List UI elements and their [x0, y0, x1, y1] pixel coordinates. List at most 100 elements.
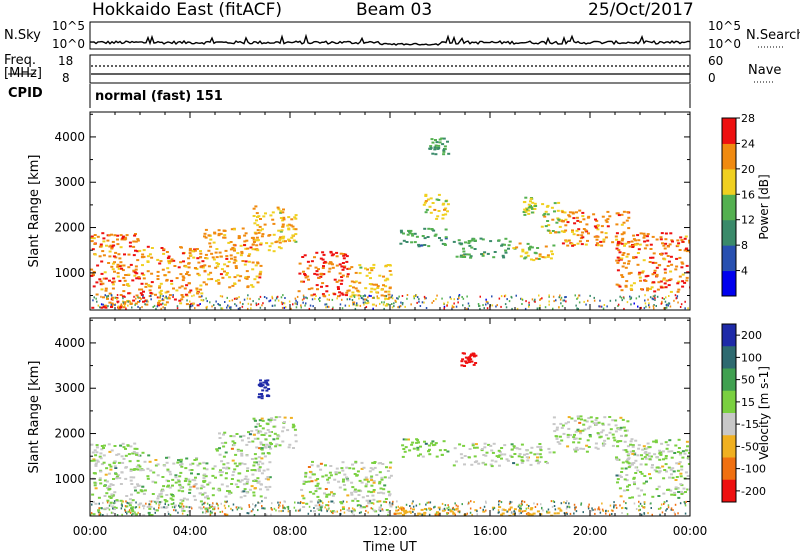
power-cell — [123, 302, 127, 305]
power-cell — [630, 288, 634, 291]
power-cell — [255, 244, 259, 247]
velocity-cell — [686, 475, 690, 477]
power-cell — [584, 243, 588, 246]
power-cell — [430, 228, 434, 230]
power-ground-cell — [283, 302, 286, 305]
velocity-ground-cell — [640, 513, 643, 516]
velocity-cell — [90, 443, 94, 446]
velocity-ground-cell — [184, 505, 186, 508]
velocity-cell — [670, 493, 674, 496]
velocity-cell — [150, 500, 154, 503]
velocity-ground-cell — [351, 510, 353, 513]
velocity-cell — [100, 445, 104, 447]
power-cell — [463, 253, 467, 256]
power-cell — [542, 214, 546, 217]
velocity-cell — [350, 493, 354, 496]
velocity-cell — [246, 467, 250, 470]
velocity-cell — [199, 492, 202, 495]
power-cell — [622, 210, 626, 213]
power-cell — [637, 239, 641, 242]
velocity-cell — [607, 423, 611, 426]
velocity-cell — [203, 473, 207, 476]
power-ground-cell — [303, 297, 305, 300]
power-cell — [685, 279, 689, 282]
power-ground-cell — [603, 304, 606, 306]
power-cell — [581, 236, 585, 239]
velocity-ground-cell — [560, 508, 562, 511]
nsky-frame — [89, 21, 691, 50]
power-cell — [565, 240, 568, 243]
velocity-cell — [283, 416, 287, 419]
velocity-cell — [169, 497, 173, 500]
velocity-cell — [670, 450, 674, 453]
power-ground-cell — [165, 295, 167, 298]
power-cell — [251, 243, 255, 246]
power-cell — [195, 288, 199, 291]
power-cell — [111, 296, 115, 299]
power-cell — [626, 253, 630, 256]
velocity-cell — [268, 485, 272, 488]
power-cell — [442, 153, 446, 156]
velocity-cell — [341, 461, 345, 464]
velocity-ground-cell — [527, 507, 530, 510]
velocity-ground-cell — [434, 513, 437, 516]
velocity-ground-cell — [412, 500, 414, 503]
velocity-ytick-label: 1000 — [54, 472, 85, 486]
velocity-ground-cell — [665, 509, 667, 512]
velocity-cell — [238, 480, 242, 483]
velocity-cell — [261, 462, 265, 465]
velocity-cell — [255, 429, 259, 432]
power-colorbar-segment — [722, 143, 736, 170]
power-ground-cell — [679, 306, 682, 308]
velocity-cell — [112, 478, 115, 480]
power-cell — [216, 265, 220, 268]
velocity-cell — [573, 419, 577, 422]
velocity-cell — [616, 478, 620, 481]
velocity-cell — [201, 493, 205, 496]
power-ground-cell — [226, 296, 228, 299]
velocity-ground-cell — [574, 508, 576, 511]
velocity-cell — [98, 455, 102, 458]
power-cell — [524, 211, 528, 214]
velocity-cell — [676, 451, 680, 453]
power-cell — [107, 262, 111, 264]
velocity-cell — [538, 460, 542, 463]
velocity-cell — [647, 452, 651, 455]
velocity-ground-cell — [324, 506, 326, 509]
velocity-cell — [218, 447, 221, 450]
velocity-ground-cell — [641, 505, 643, 507]
power-ground-cell — [144, 299, 146, 302]
velocity-cell — [518, 509, 522, 512]
power-cell — [287, 216, 291, 219]
power-cell — [150, 272, 154, 275]
velocity-ground-cell — [126, 512, 128, 515]
velocity-ground-cell — [683, 501, 686, 504]
power-cell — [209, 238, 213, 241]
power-ground-cell — [491, 295, 493, 298]
velocity-cell — [340, 467, 344, 470]
velocity-ground-cell — [205, 510, 208, 513]
velocity-cell — [260, 483, 263, 486]
power-cell — [92, 285, 96, 288]
power-cell — [345, 255, 349, 258]
power-ground-cell — [191, 295, 193, 298]
power-ground-cell — [200, 299, 202, 302]
velocity-cell — [389, 474, 393, 477]
power-cell — [427, 227, 431, 230]
velocity-ground-cell — [498, 511, 500, 514]
power-cell — [530, 246, 534, 249]
velocity-cell — [266, 452, 270, 454]
power-ground-cell — [237, 307, 240, 310]
power-region-15 — [522, 196, 538, 216]
velocity-cell — [317, 508, 321, 511]
power-cell — [575, 229, 579, 232]
velocity-ground-cell — [273, 507, 276, 510]
velocity-cell — [417, 454, 420, 457]
power-ground-cell — [665, 304, 668, 306]
power-cell — [464, 241, 467, 244]
power-cell — [234, 259, 238, 262]
power-ground-cell — [176, 307, 179, 310]
velocity-cell — [289, 416, 293, 419]
power-cell — [593, 225, 597, 228]
